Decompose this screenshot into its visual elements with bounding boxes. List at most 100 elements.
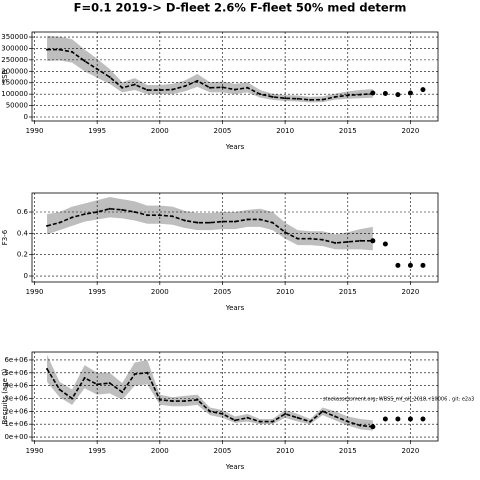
estimate-line [47, 48, 373, 101]
projection-point [420, 262, 426, 268]
estimate-point [196, 398, 199, 401]
estimate-point [183, 400, 186, 403]
projection-point [382, 241, 388, 247]
x-axis-label: Years [225, 463, 245, 471]
x-tick-label: 2020 [402, 288, 420, 296]
y-tick-label: 250000 [1, 56, 28, 64]
y-tick-label: 0e+00 [4, 433, 28, 441]
y-tick-label: 2e+06 [4, 407, 28, 415]
x-tick-label: 2000 [151, 447, 169, 455]
estimate-point [246, 86, 249, 89]
annotation: stockassessment.org, WBSS_mf_all_2018, r… [323, 397, 474, 403]
projection-point [407, 90, 413, 96]
estimate-point [271, 221, 274, 224]
projection-point [382, 90, 388, 96]
y-tick-label: 4e+06 [4, 382, 28, 390]
projection-point [420, 416, 426, 422]
estimate-point [196, 79, 199, 82]
x-tick-label: 2005 [214, 288, 232, 296]
estimate-point [246, 218, 249, 221]
y-tick-label: 150000 [1, 79, 28, 87]
estimate-point [296, 97, 299, 100]
y-tick-label: 100000 [1, 90, 28, 98]
estimate-point [133, 83, 136, 86]
projection-point [370, 90, 376, 96]
estimate-point [309, 420, 312, 423]
estimate-point [46, 367, 49, 370]
y-tick-label: 200000 [1, 67, 28, 75]
x-tick-label: 2020 [402, 127, 420, 135]
estimate-point [221, 412, 224, 415]
chart-title: F=0.1 2019-> D-fleet 2.6% F-fleet 50% me… [74, 1, 407, 15]
x-tick-label: 2005 [214, 127, 232, 135]
estimate-point [108, 382, 111, 385]
estimate-point [158, 214, 161, 217]
projection-point [407, 416, 413, 422]
estimate-point [83, 60, 86, 63]
estimate-point [334, 95, 337, 98]
estimate-point [121, 86, 124, 89]
estimate-point [46, 224, 49, 227]
y-tick-label: 300000 [1, 44, 28, 52]
estimate-point [296, 237, 299, 240]
estimate-point [284, 412, 287, 415]
estimate-point [146, 371, 149, 374]
x-tick-label: 2015 [339, 288, 357, 296]
projection-point [407, 262, 413, 268]
plot-frame [31, 351, 439, 442]
estimate-point [246, 416, 249, 419]
x-tick-label: 2010 [276, 447, 294, 455]
x-tick-label: 2010 [276, 127, 294, 135]
estimate-point [58, 221, 61, 224]
estimate-point [183, 85, 186, 88]
estimate-point [208, 410, 211, 413]
x-axis-label: Years [225, 304, 245, 312]
estimate-point [346, 420, 349, 423]
estimate-point [208, 86, 211, 89]
estimate-point [221, 220, 224, 223]
estimate-point [221, 86, 224, 89]
estimate-point [171, 88, 174, 91]
estimate-point [321, 410, 324, 413]
estimate-point [284, 231, 287, 234]
estimate-point [346, 240, 349, 243]
estimate-point [158, 398, 161, 401]
estimate-point [108, 207, 111, 210]
estimate-point [321, 238, 324, 241]
y-tick-label: 50000 [6, 102, 28, 110]
projection-point [382, 416, 388, 422]
estimate-point [108, 76, 111, 79]
estimate-point [46, 48, 49, 51]
estimate-point [96, 210, 99, 213]
estimate-point [309, 98, 312, 101]
y-tick-label: 3e+06 [4, 394, 28, 402]
estimate-point [309, 237, 312, 240]
x-axis-label: Years [225, 143, 245, 151]
estimate-point [133, 373, 136, 376]
estimate-line [46, 207, 373, 244]
confidence-band [47, 197, 373, 251]
estimate-point [259, 218, 262, 221]
projection-point [395, 262, 401, 268]
x-tick-label: 2020 [402, 447, 420, 455]
y-tick-label: 0.4 [17, 229, 29, 237]
projection-point [370, 238, 376, 244]
estimate-point [96, 383, 99, 386]
estimate-point [321, 98, 324, 101]
estimate-point [359, 93, 362, 96]
estimate-point [71, 50, 74, 53]
estimate-point [121, 208, 124, 211]
y-tick-label: 6e+06 [4, 356, 28, 364]
x-tick-label: 2005 [214, 447, 232, 455]
x-tick-label: 2015 [339, 447, 357, 455]
x-tick-label: 1995 [88, 127, 106, 135]
projection-point [370, 424, 376, 430]
estimate-point [334, 241, 337, 244]
estimate-point [158, 89, 161, 92]
estimate-point [359, 424, 362, 427]
estimate-point [83, 213, 86, 216]
projection-point [395, 92, 401, 98]
y-axis-label: Recruits (age 0) [1, 368, 9, 424]
estimate-point [234, 88, 236, 91]
